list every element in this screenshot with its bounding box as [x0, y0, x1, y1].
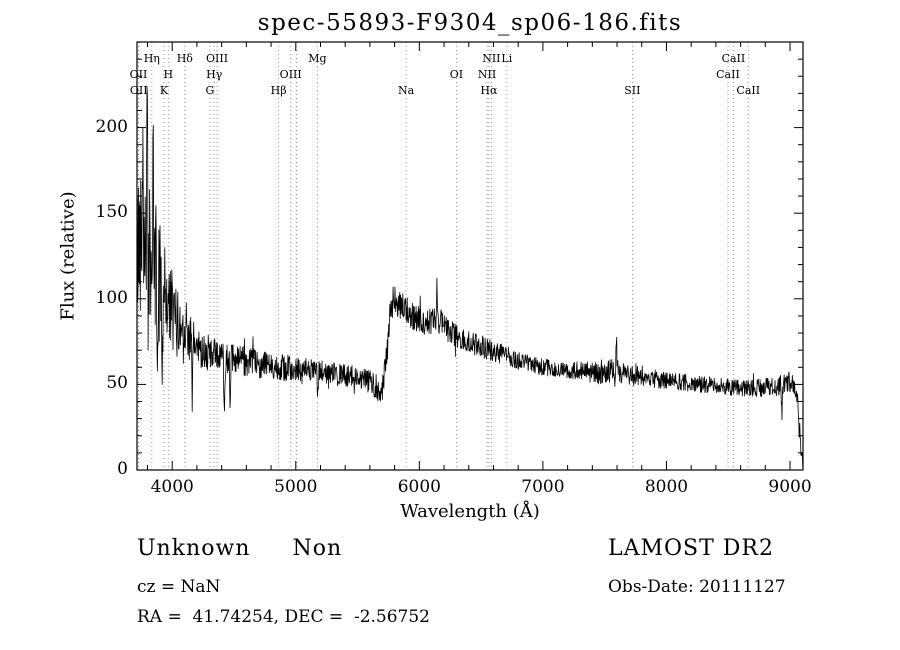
- y-tick-label: 100: [95, 287, 128, 308]
- redshift-value: cz = NaN: [137, 577, 221, 597]
- spectral-line-label: Hβ: [270, 84, 287, 97]
- spectral-line-label: OIII: [279, 68, 302, 81]
- spectral-line-label: H: [163, 68, 174, 81]
- classification-line: Unknown Non: [137, 536, 342, 561]
- x-tick-label: 6000: [397, 477, 441, 497]
- x-axis-label: Wavelength (Å): [400, 501, 540, 522]
- obs-date: Obs-Date: 20111127: [608, 577, 786, 597]
- survey-label: LAMOST DR2: [608, 536, 774, 561]
- object-subclass: Non: [292, 536, 343, 561]
- spectral-line-label: G: [205, 84, 215, 97]
- y-tick-label: 50: [106, 373, 128, 394]
- y-tick-label: 200: [95, 116, 128, 137]
- spectral-line-label: NII: [482, 52, 501, 65]
- spectral-line-label: Hα: [480, 84, 498, 97]
- x-tick-label: 7000: [521, 477, 565, 497]
- spectral-line-label: Mg: [308, 52, 327, 65]
- spectral-line-label: CaII: [721, 52, 746, 65]
- spectral-line-label: OIII: [206, 52, 229, 65]
- spectral-line-label: Hη: [143, 52, 160, 65]
- x-tick-label: 4000: [150, 477, 194, 497]
- plot-title: spec-55893-F9304_sp06-186.fits: [257, 10, 683, 36]
- object-class: Unknown: [137, 536, 251, 561]
- plot-frame: [136, 41, 804, 471]
- spectral-line-label: Li: [501, 52, 513, 65]
- x-tick-label: 5000: [274, 477, 318, 497]
- y-tick-label: 150: [95, 202, 128, 223]
- spectral-line-label: NII: [477, 68, 497, 81]
- x-tick-label: 9000: [768, 477, 812, 497]
- y-tick-label: 0: [117, 459, 128, 479]
- spectral-line-label: Hγ: [206, 68, 223, 81]
- spectral-line-label: SII: [624, 84, 641, 97]
- spectral-line-label: OII: [129, 84, 148, 97]
- spectral-line-label: OI: [449, 68, 464, 81]
- spectral-line-label: OII: [129, 68, 148, 81]
- spectral-line-label: CaII: [716, 68, 740, 81]
- spectral-line-label: Hδ: [176, 52, 193, 65]
- spectrum-line: [136, 86, 804, 468]
- spectral-line-label: K: [159, 84, 169, 97]
- spectral-line-label: CaII: [736, 84, 761, 97]
- x-tick-label: 8000: [644, 477, 689, 497]
- spectral-line-label: Na: [398, 84, 415, 97]
- ra-dec-coordinates: RA = 41.74254, DEC = -2.56752: [137, 607, 431, 627]
